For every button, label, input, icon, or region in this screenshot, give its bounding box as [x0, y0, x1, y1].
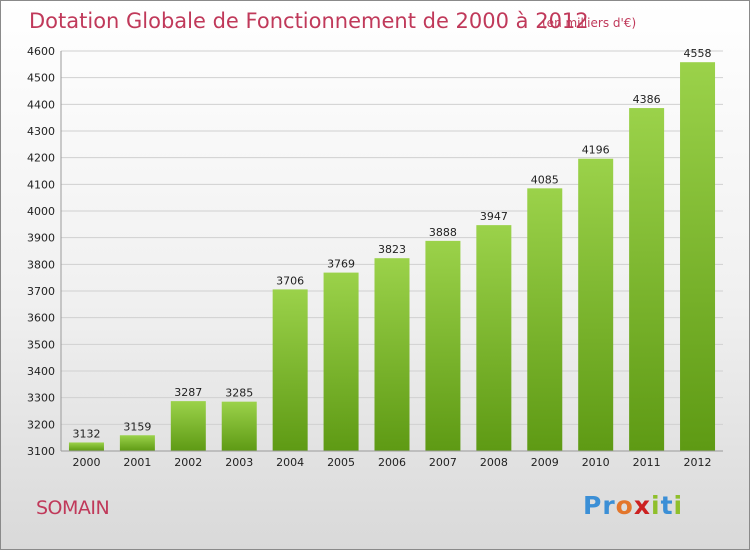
y-tick-label: 3900 [27, 232, 55, 245]
bar-value-label: 3947 [480, 210, 508, 223]
bar-2009 [527, 188, 563, 452]
label-layer: 3132 3159 3287 3285 3706 3769 3823 3888 3947 4085… [72, 47, 711, 440]
x-tick-label: 2002 [174, 456, 202, 469]
y-tick-label: 3300 [27, 392, 55, 405]
bar-2004 [272, 289, 308, 451]
y-tick-label: 3400 [27, 365, 55, 378]
bar-2008 [476, 225, 512, 451]
chart-subtitle: (en milliers d'€) [542, 16, 637, 30]
y-tick-label: 4600 [27, 45, 55, 58]
x-tick-label: 2003 [225, 456, 253, 469]
bar-value-label: 3706 [276, 274, 304, 287]
chart-title: Dotation Globale de Fonctionnement de 20… [29, 9, 589, 33]
y-tick-label: 3600 [27, 312, 55, 325]
bar-2003 [221, 401, 257, 451]
bar-2002 [170, 401, 206, 451]
axis-layer: 3100 3200 3300 3400 3500 3600 3700 3800 3900 4000… [27, 45, 723, 469]
y-tick-label: 3200 [27, 418, 55, 431]
proxiti-logo: Proxiti [583, 491, 683, 520]
y-tick-label: 3100 [27, 445, 55, 458]
bar-value-label: 4085 [531, 173, 559, 186]
bar-value-label: 3132 [72, 427, 100, 440]
bar-2006 [374, 258, 410, 451]
x-tick-label: 2010 [582, 456, 610, 469]
bar-2000 [68, 442, 104, 451]
x-tick-label: 2001 [123, 456, 151, 469]
y-tick-label: 3700 [27, 285, 55, 298]
bar-value-label: 3888 [429, 226, 457, 239]
bar-value-label: 3285 [225, 387, 253, 400]
x-tick-label: 2011 [633, 456, 661, 469]
bar-value-label: 4558 [684, 47, 712, 60]
y-tick-label: 3500 [27, 338, 55, 351]
x-tick-label: 2009 [531, 456, 559, 469]
x-tick-label: 2000 [72, 456, 100, 469]
bar-2010 [578, 158, 614, 451]
bar-value-label: 3769 [327, 258, 355, 271]
x-tick-label: 2004 [276, 456, 304, 469]
bar-2001 [119, 435, 155, 451]
bar-2012 [680, 62, 716, 451]
y-tick-label: 4400 [27, 98, 55, 111]
logo-letter: x [633, 491, 651, 520]
y-tick-label: 4200 [27, 152, 55, 165]
logo-letter: r [602, 491, 616, 520]
x-tick-label: 2005 [327, 456, 355, 469]
bar-value-label: 4386 [633, 93, 661, 106]
y-tick-label: 4300 [27, 125, 55, 138]
bar-value-label: 4196 [582, 144, 610, 157]
bar-2007 [425, 240, 461, 451]
logo-letter: i [651, 491, 661, 520]
bar-value-label: 3287 [174, 386, 202, 399]
y-tick-label: 3800 [27, 258, 55, 271]
y-tick-label: 4500 [27, 72, 55, 85]
bar-value-label: 3823 [378, 243, 406, 256]
logo-letter: o [615, 491, 634, 520]
y-tick-label: 4100 [27, 178, 55, 191]
bar-value-label: 3159 [123, 420, 151, 433]
y-tick-label: 4000 [27, 205, 55, 218]
x-tick-label: 2006 [378, 456, 406, 469]
bar-2011 [629, 108, 665, 452]
x-tick-label: 2007 [429, 456, 457, 469]
bar-2005 [323, 272, 359, 451]
logo-letter: P [583, 491, 603, 520]
commune-name: SOMAIN [36, 497, 110, 519]
logo-letter: t [660, 491, 674, 520]
logo-letter: i [673, 491, 684, 520]
x-tick-label: 2008 [480, 456, 508, 469]
x-tick-label: 2012 [684, 456, 712, 469]
bar-layer [68, 62, 716, 452]
